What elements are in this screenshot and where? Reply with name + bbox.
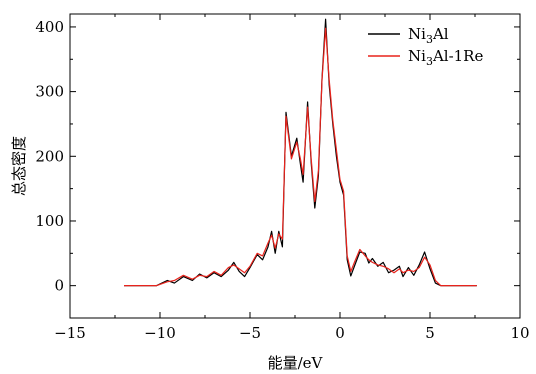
y-axis-label: 总态密度: [10, 136, 28, 196]
x-tick-label: −15: [54, 324, 86, 342]
y-tick-label: 400: [35, 18, 64, 36]
y-tick-label: 200: [35, 147, 64, 165]
series-line-2: [124, 27, 477, 287]
x-tick-label: −10: [144, 324, 176, 342]
series-lines: [124, 18, 477, 287]
y-tick-label: 0: [54, 277, 64, 295]
legend-label-1: Ni3Al: [408, 25, 449, 46]
x-tick-label: 5: [425, 324, 435, 342]
x-axis-label: 能量/eV: [268, 354, 324, 372]
x-axis: −15 −10 −5 0 5 10: [54, 14, 530, 342]
x-tick-label: −5: [239, 324, 261, 342]
x-tick-label: 10: [510, 324, 529, 342]
x-tick-label: 0: [335, 324, 345, 342]
y-tick-label: 100: [35, 212, 64, 230]
plot-area: [69, 13, 521, 319]
y-tick-label: 300: [35, 83, 64, 101]
series-line-1: [124, 18, 477, 287]
legend-label-2: Ni3Al-1Re: [408, 47, 483, 68]
y-axis: 0 100 200 300 400: [35, 18, 520, 319]
